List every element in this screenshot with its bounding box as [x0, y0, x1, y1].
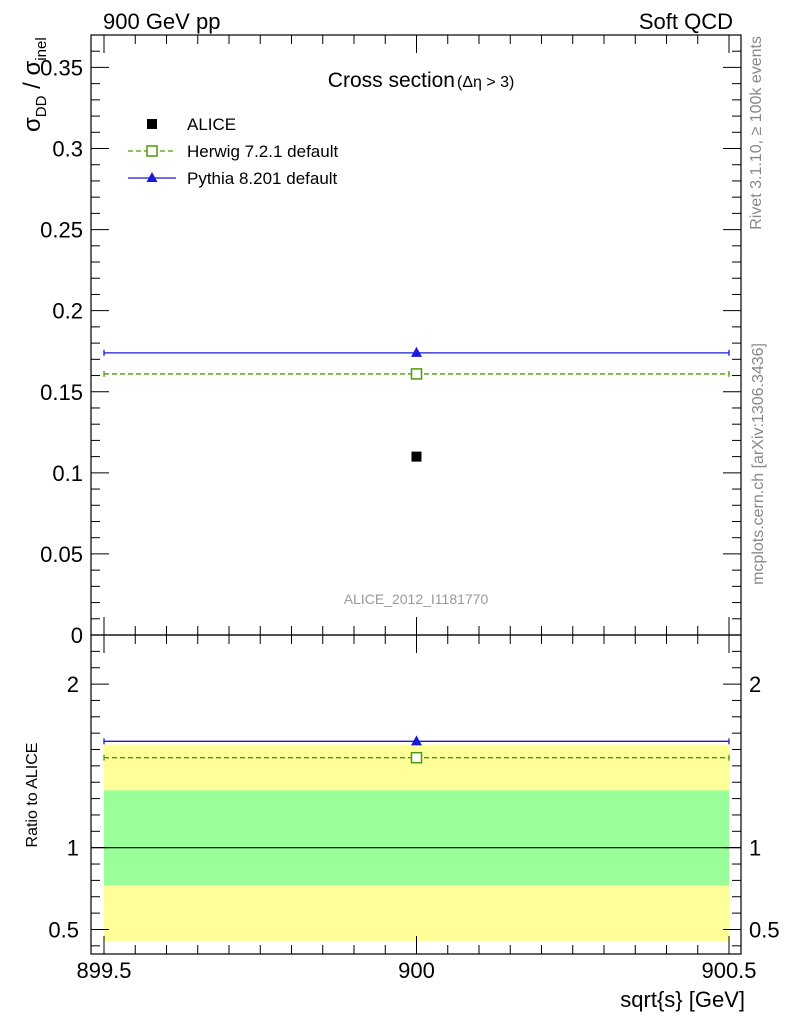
- main-ytick-label: 0.35: [40, 55, 83, 80]
- x-tick-label: 899.5: [76, 958, 131, 983]
- ratio-point-herwig-7-2-1-default: [410, 751, 423, 764]
- ratio-panel: 0.5 0.5 1 1 2 2 899.5 900 900.5 Ratio to ALICE s…: [24, 634, 780, 1012]
- main-title-suffix: (Δη > 3): [457, 74, 514, 91]
- svg-text:σDD / σinel: σDD / σinel: [19, 37, 50, 132]
- main-ytick-label: 0.15: [40, 380, 83, 405]
- main-ytick-label: 0.25: [40, 218, 83, 243]
- legend: ALICE Herwig 7.2.1 default Pythia 8.201 de…: [128, 115, 338, 188]
- ratio-y-label: Ratio to ALICE: [24, 743, 41, 848]
- ratio-ytick-label-right: 1: [749, 836, 761, 861]
- ratio-ytick-label-left: 1: [67, 836, 79, 861]
- legend-label-herwig-7-2-1-default: Herwig 7.2.1 default: [187, 142, 338, 161]
- main-ytick-label: 0: [71, 623, 83, 648]
- ratio-point-pythia-8-201-default: [411, 735, 422, 746]
- main-ytick-label: 0.2: [52, 299, 83, 324]
- ratio-ytick-label-left: 2: [67, 672, 79, 697]
- analysis-id: ALICE_2012_I1181770: [344, 591, 489, 607]
- main-title: Cross section: [328, 69, 455, 92]
- point-pythia-8-201-default: [411, 346, 422, 357]
- mcplots-label: mcplots.cern.ch [arXiv:1306.3436]: [750, 343, 767, 585]
- main-ytick-label: 0.1: [52, 461, 83, 486]
- rivet-label: Rivet 3.1.10, ≥ 100k events: [748, 36, 765, 230]
- header-left: 900 GeV pp: [103, 9, 220, 34]
- band-stat-uncertainty: [104, 790, 729, 886]
- ratio-ytick-label-left: 0.5: [48, 917, 79, 942]
- header-right: Soft QCD: [639, 9, 733, 34]
- legend-label-pythia-8-201-default: Pythia 8.201 default: [187, 169, 338, 188]
- main-ytick-label: 0.05: [40, 542, 83, 567]
- y-axis-label: σDD / σinel: [19, 37, 50, 132]
- x-tick-label: 900.5: [701, 958, 756, 983]
- ratio-ytick-label-right: 0.5: [749, 917, 780, 942]
- main-panel: 0 0.05 0.1 0.15 0.2 0.25 0.3 0.35 Cross section…: [19, 34, 742, 648]
- x-tick-label: 900: [398, 958, 435, 983]
- legend-marker-herwig-7-2-1-default: [146, 145, 158, 157]
- x-axis-label: sqrt{s} [GeV]: [620, 987, 745, 1012]
- legend-marker-pythia-8-201-default: [146, 172, 158, 182]
- legend-label-alice: ALICE: [187, 115, 236, 134]
- main-ytick-label: 0.3: [52, 137, 83, 162]
- ratio-ytick-label-right: 2: [749, 672, 761, 697]
- legend-marker-alice: [147, 119, 157, 129]
- point-herwig-7-2-1-default: [410, 368, 423, 380]
- point-alice: [411, 451, 422, 462]
